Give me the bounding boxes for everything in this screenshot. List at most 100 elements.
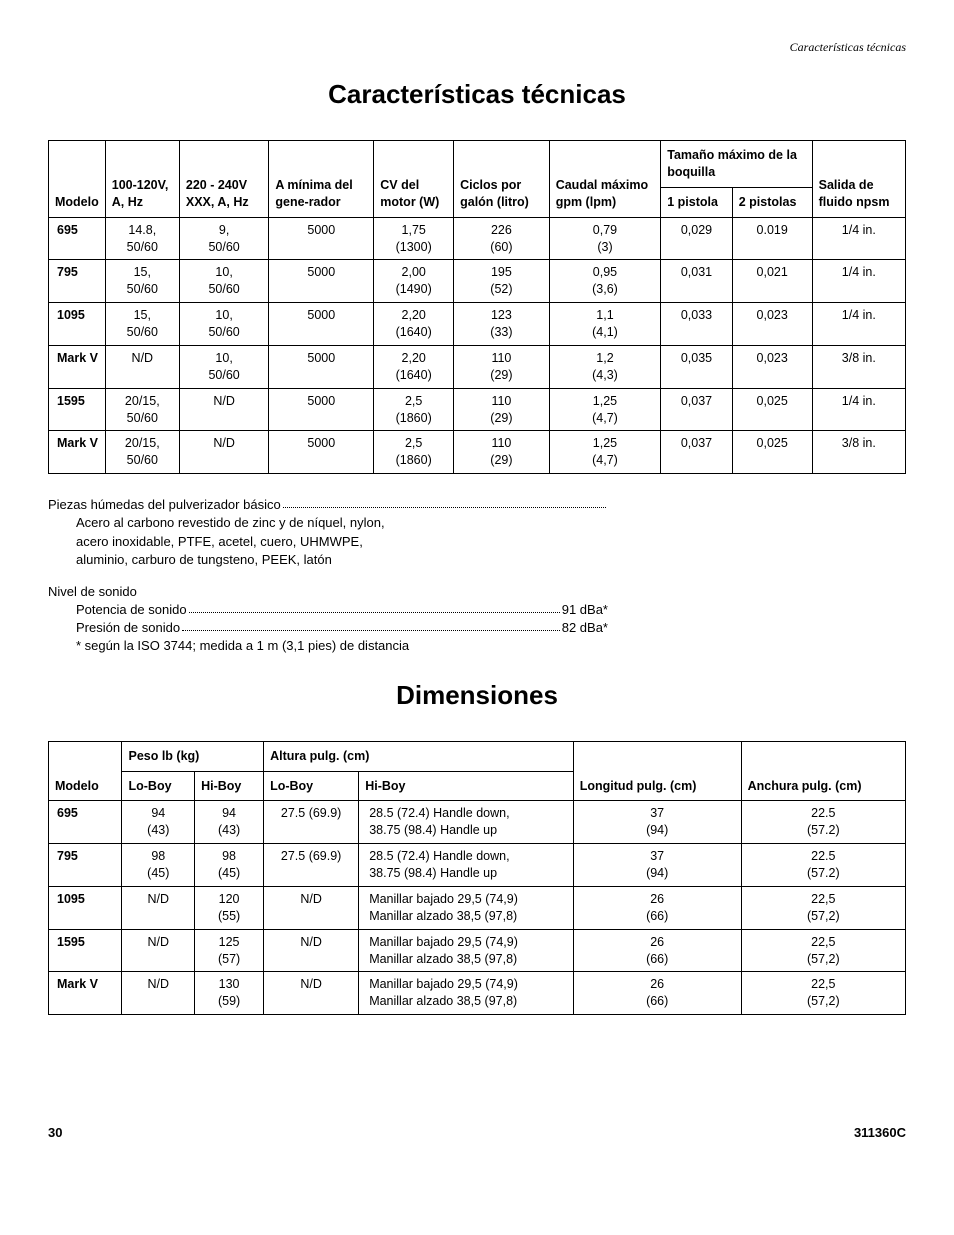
table-cell: 94 (43)	[195, 801, 264, 844]
tech-specs-table: Modelo 100-120V, A, Hz 220 - 240V XXX, A…	[48, 140, 906, 474]
table-cell: 0,037	[661, 431, 733, 474]
table-cell: 0,025	[732, 431, 812, 474]
sound-val: 91 dBa*	[562, 601, 608, 619]
sound-key: Potencia de sonido	[76, 601, 187, 619]
table-cell: 1595	[49, 929, 122, 972]
th-2pistolas: 2 pistolas	[732, 187, 812, 217]
table-cell: 0,023	[732, 345, 812, 388]
table-cell: 1,2 (4,3)	[549, 345, 661, 388]
table-cell: 5000	[269, 431, 374, 474]
table-cell: 26 (66)	[573, 886, 741, 929]
table-cell: 5000	[269, 303, 374, 346]
table-cell: Mark V	[49, 972, 122, 1015]
th-caudal: Caudal máximo gpm (lpm)	[549, 141, 661, 218]
wet-line-2: aluminio, carburo de tungsteno, PEEK, la…	[48, 551, 608, 569]
th-amin: A mínima del gene-rador	[269, 141, 374, 218]
table-cell: 27.5 (69.9)	[264, 801, 359, 844]
table-cell: 2,20 (1640)	[374, 345, 454, 388]
table-cell: N/D	[179, 388, 268, 431]
table-cell: 0,79 (3)	[549, 217, 661, 260]
sound-row: Presión de sonido 82 dBa*	[48, 619, 608, 637]
table-cell: 125 (57)	[195, 929, 264, 972]
table-cell: 1/4 in.	[812, 260, 905, 303]
table-cell: N/D	[105, 345, 179, 388]
table-cell: 37 (94)	[573, 801, 741, 844]
table-cell: 1/4 in.	[812, 388, 905, 431]
table-cell: 2,5 (1860)	[374, 431, 454, 474]
wet-line-0: Acero al carbono revestido de zinc y de …	[48, 514, 608, 532]
table-cell: 0,021	[732, 260, 812, 303]
dot-leader	[189, 601, 560, 613]
th2-peso-hi: Hi-Boy	[195, 771, 264, 801]
table-cell: 37 (94)	[573, 844, 741, 887]
table-cell: N/D	[122, 886, 195, 929]
sound-key: Presión de sonido	[76, 619, 180, 637]
table-cell: 130 (59)	[195, 972, 264, 1015]
table-cell: 1,25 (4,7)	[549, 388, 661, 431]
th-100v: 100-120V, A, Hz	[105, 141, 179, 218]
table-cell: 110 (29)	[454, 345, 550, 388]
table-cell: 695	[49, 801, 122, 844]
table-cell: 1,25 (4,7)	[549, 431, 661, 474]
table-cell: 0.019	[732, 217, 812, 260]
table-cell: 28.5 (72.4) Handle down, 38.75 (98.4) Ha…	[359, 844, 574, 887]
table-cell: 0,025	[732, 388, 812, 431]
dot-leader	[182, 619, 560, 631]
table-cell: 22.5 (57.2)	[741, 844, 905, 887]
th-ciclos: Ciclos por galón (litro)	[454, 141, 550, 218]
table-cell: 0,035	[661, 345, 733, 388]
doc-number: 311360C	[854, 1125, 906, 1140]
table-cell: 22.5 (57.2)	[741, 801, 905, 844]
table-cell: 1,1 (4,1)	[549, 303, 661, 346]
table-cell: 15, 50/60	[105, 260, 179, 303]
table-cell: 226 (60)	[454, 217, 550, 260]
title-tech-specs: Características técnicas	[48, 79, 906, 110]
table-cell: 1/4 in.	[812, 303, 905, 346]
table-cell: Manillar bajado 29,5 (74,9) Manillar alz…	[359, 972, 574, 1015]
wet-parts-block: Piezas húmedas del pulverizador básico A…	[48, 496, 608, 569]
th2-modelo: Modelo	[49, 741, 122, 801]
table-cell: 22,5 (57,2)	[741, 929, 905, 972]
table-cell: 28.5 (72.4) Handle down, 38.75 (98.4) Ha…	[359, 801, 574, 844]
th-1pistola: 1 pistola	[661, 187, 733, 217]
table-cell: 10, 50/60	[179, 260, 268, 303]
table-cell: 22,5 (57,2)	[741, 972, 905, 1015]
table-cell: 5000	[269, 345, 374, 388]
table-cell: 0,95 (3,6)	[549, 260, 661, 303]
th-salida: Salida de fluido npsm	[812, 141, 905, 218]
table-cell: 5000	[269, 217, 374, 260]
table-cell: Mark V	[49, 345, 106, 388]
table-cell: Manillar bajado 29,5 (74,9) Manillar alz…	[359, 886, 574, 929]
table-cell: 195 (52)	[454, 260, 550, 303]
sound-title: Nivel de sonido	[48, 583, 608, 601]
table-cell: 1595	[49, 388, 106, 431]
table-cell: 98 (45)	[122, 844, 195, 887]
table-cell: 26 (66)	[573, 972, 741, 1015]
table-cell: 15, 50/60	[105, 303, 179, 346]
table-cell: 110 (29)	[454, 431, 550, 474]
dimensions-table: Modelo Peso lb (kg) Altura pulg. (cm) Lo…	[48, 741, 906, 1016]
table-cell: 14.8, 50/60	[105, 217, 179, 260]
sound-note: * según la ISO 3744; medida a 1 m (3,1 p…	[48, 637, 608, 655]
table-cell: N/D	[122, 929, 195, 972]
table-cell: 1/4 in.	[812, 217, 905, 260]
table-cell: 20/15, 50/60	[105, 431, 179, 474]
table-cell: 22,5 (57,2)	[741, 886, 905, 929]
table-cell: 0,031	[661, 260, 733, 303]
th2-altura: Altura pulg. (cm)	[264, 741, 574, 771]
table-cell: 0,023	[732, 303, 812, 346]
table-cell: 695	[49, 217, 106, 260]
table-cell: 98 (45)	[195, 844, 264, 887]
page-number: 30	[48, 1125, 62, 1140]
th-tam-group: Tamaño máximo de la boquilla	[661, 141, 812, 188]
table-cell: 120 (55)	[195, 886, 264, 929]
table-cell: 0,037	[661, 388, 733, 431]
table-cell: 5000	[269, 260, 374, 303]
table-cell: 0,029	[661, 217, 733, 260]
th2-peso: Peso lb (kg)	[122, 741, 264, 771]
table-cell: 2,00 (1490)	[374, 260, 454, 303]
page-footer: 30 311360C	[48, 1125, 906, 1140]
th-220v: 220 - 240V XXX, A, Hz	[179, 141, 268, 218]
table-cell: Mark V	[49, 431, 106, 474]
table-cell: 110 (29)	[454, 388, 550, 431]
